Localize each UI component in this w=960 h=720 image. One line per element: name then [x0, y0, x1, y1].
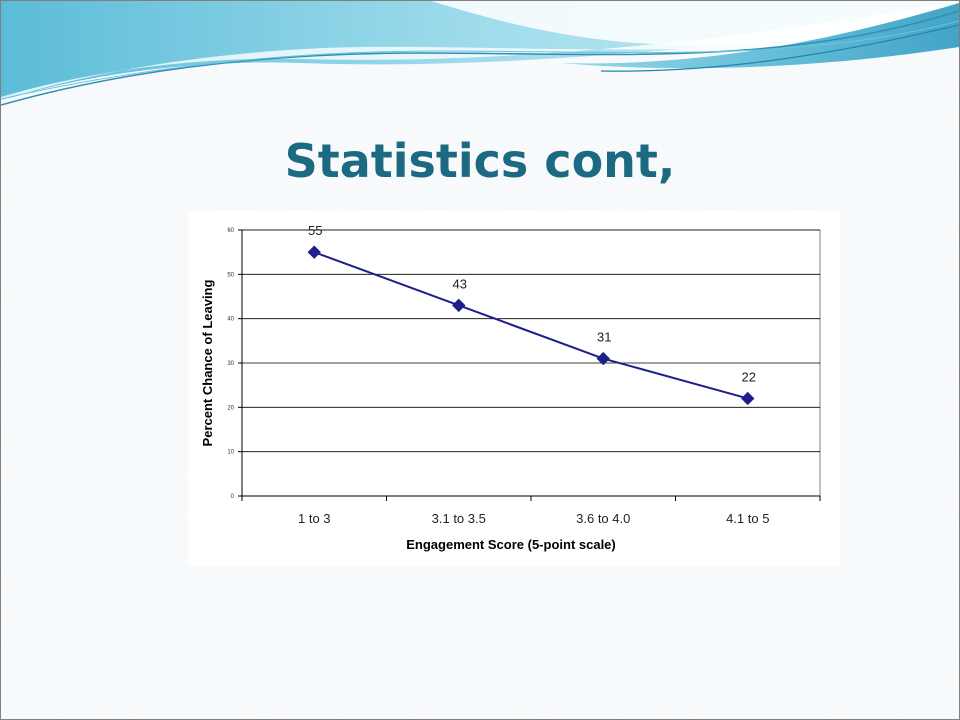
y-tick-label: 0 — [231, 494, 235, 500]
x-tick-label: 4.1 to 5 — [726, 511, 769, 526]
decorative-banner — [1, 1, 959, 106]
axes — [238, 229, 821, 501]
y-tick-labels: 0 10 20 30 40 50 60 — [227, 228, 234, 500]
data-markers — [307, 245, 755, 406]
data-label: 22 — [742, 369, 756, 384]
x-tick-label: 1 to 3 — [298, 511, 331, 526]
gridlines — [241, 229, 821, 497]
y-tick-label: 10 — [227, 450, 234, 456]
x-axis-title: Engagement Score (5-point scale) — [406, 537, 616, 552]
data-point-marker — [741, 391, 755, 406]
data-label: 55 — [308, 223, 322, 238]
data-label: 43 — [453, 276, 467, 291]
y-tick-label: 40 — [227, 317, 234, 323]
y-tick-label: 20 — [227, 405, 234, 411]
y-tick-label: 30 — [227, 361, 234, 367]
line-chart: 0 10 20 30 40 50 60 1 to 3 3.1 to 3.5 3.6 to 4.0… — [200, 223, 821, 552]
data-labels: 55 43 31 22 — [308, 223, 756, 384]
series-line — [313, 251, 749, 400]
slide-title: Statistics cont, — [284, 134, 676, 188]
x-tick-label: 3.6 to 4.0 — [576, 511, 630, 526]
y-tick-label: 60 — [227, 228, 234, 234]
data-label: 31 — [597, 330, 611, 345]
data-point-marker — [452, 298, 466, 313]
series-line-path — [313, 251, 749, 400]
x-tick-label: 3.1 to 3.5 — [432, 511, 486, 526]
y-tick-label: 50 — [227, 272, 234, 278]
x-tick-labels: 1 to 3 3.1 to 3.5 3.6 to 4.0 4.1 to 5 — [298, 511, 769, 526]
data-point-marker — [596, 351, 610, 366]
chart-panel: 0 10 20 30 40 50 60 1 to 3 3.1 to 3.5 3.6 to 4.0… — [188, 211, 840, 566]
y-axis-title: Percent Chance of Leaving — [200, 280, 215, 447]
data-point-marker — [307, 245, 321, 259]
